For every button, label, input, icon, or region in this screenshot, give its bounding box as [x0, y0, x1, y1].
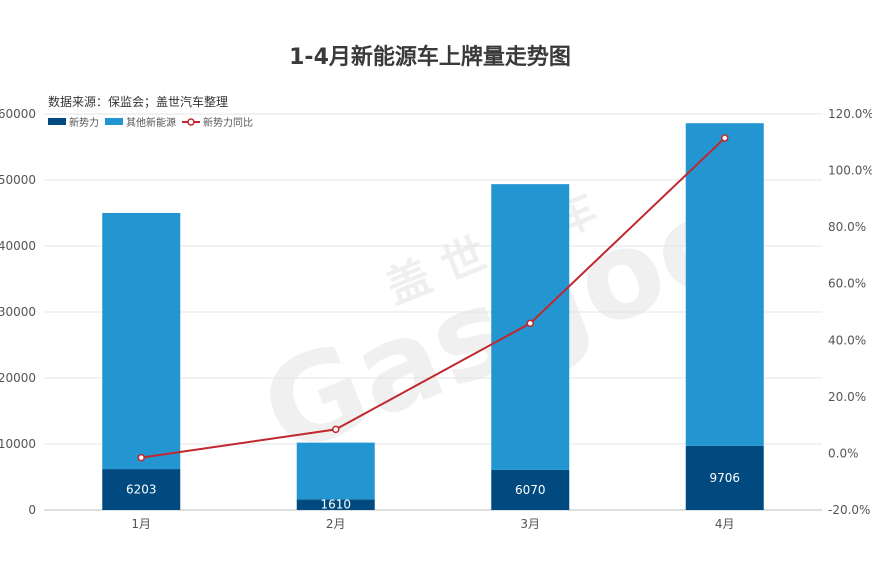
x-tick-label: 1月: [131, 517, 151, 531]
yoy-line: [137, 134, 729, 462]
bars: [102, 123, 764, 510]
left-tick-label: 60000: [0, 107, 36, 121]
legend-label: 其他新能源: [126, 116, 176, 129]
legend: 新势力 其他新能源 新势力同比: [48, 116, 253, 129]
left-tick-label: 40000: [0, 239, 36, 253]
bar-other-nev: [685, 123, 764, 446]
bar-new-force: [491, 469, 570, 510]
legend-marker: [187, 118, 195, 126]
bar-other-nev: [296, 442, 375, 500]
bar-data-label: 9706: [709, 471, 740, 485]
left-tick-label: 0: [28, 503, 36, 517]
left-tick-label: 10000: [0, 437, 36, 451]
x-tick-label: 2月: [326, 517, 346, 531]
bar-new-force: [102, 469, 181, 510]
chart-title: 1-4月新能源车上牌量走势图: [289, 44, 571, 70]
chart-source: 数据来源：保监会；盖世汽车整理: [48, 94, 228, 109]
left-tick-label: 50000: [0, 173, 36, 187]
right-tick-label: 100.0%: [828, 164, 872, 178]
bar-data-label: 1610: [320, 498, 351, 512]
legend-label: 新势力: [69, 116, 99, 129]
left-tick-label: 20000: [0, 371, 36, 385]
yoy-point: [137, 453, 145, 462]
legend-swatch: [48, 118, 66, 125]
x-tick-label: 3月: [520, 517, 540, 531]
yoy-point: [526, 319, 534, 328]
right-tick-label: -20.0%: [828, 503, 870, 517]
yoy-line-path: [141, 137, 726, 459]
bar-new-force: [685, 445, 764, 510]
right-tick-label: 40.0%: [828, 333, 866, 347]
right-tick-label: 120.0%: [828, 107, 872, 121]
legend-swatch: [105, 118, 123, 125]
yoy-point: [332, 425, 340, 434]
bar-data-label: 6070: [515, 483, 546, 497]
bar-labels: 6203 1610 6070 9706: [126, 471, 740, 512]
x-tick-label: 4月: [715, 517, 735, 531]
right-tick-label: 0.0%: [828, 446, 859, 460]
left-axis: 0 10000 20000 30000 40000 50000 60000: [0, 107, 36, 517]
x-axis: 1月 2月 3月 4月: [131, 517, 734, 531]
legend-label: 新势力同比: [203, 116, 253, 129]
right-tick-label: 20.0%: [828, 390, 866, 404]
yoy-point: [721, 134, 729, 142]
right-axis: -20.0% 0.0% 20.0% 40.0% 60.0% 80.0% 100.0% 120.…: [828, 107, 872, 517]
bar-data-label: 6203: [126, 483, 157, 497]
right-tick-label: 60.0%: [828, 277, 866, 291]
bar-new-force: [296, 499, 375, 510]
bar-other-nev: [102, 212, 181, 470]
right-tick-label: 80.0%: [828, 220, 866, 234]
left-tick-label: 30000: [0, 305, 36, 319]
